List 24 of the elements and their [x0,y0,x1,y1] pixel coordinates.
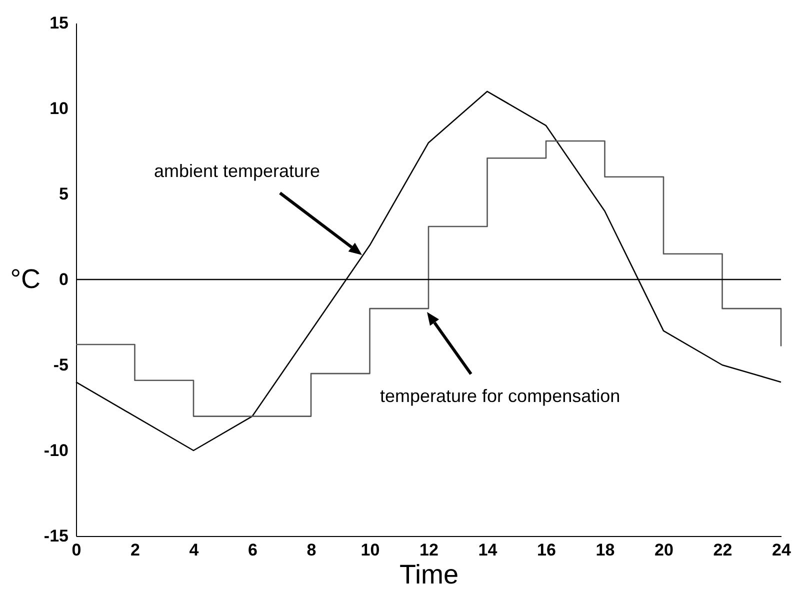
x-tick-label: 10 [360,540,380,560]
y-tick-label: -5 [53,356,68,374]
y-tick-label: -10 [44,441,68,460]
x-tick-label: 20 [654,540,674,560]
x-tick-label: 8 [306,540,316,560]
y-tick-label: 10 [50,99,68,118]
y-tick-label: 15 [50,14,68,32]
x-tick-label: 0 [72,540,82,560]
x-tick-label: 24 [772,540,792,560]
x-tick-label: 14 [478,540,498,560]
x-tick-label: 16 [537,540,556,560]
x-tick-label: 18 [596,540,615,560]
x-tick-label: 22 [713,540,732,560]
annotation: temperature for compensation [380,386,620,406]
x-tick-label: 6 [248,540,258,560]
annotation: ambient temperature [154,161,320,181]
y-axis-title: °C [10,264,40,294]
x-tick-label: 4 [189,540,200,560]
x-tick-label: 2 [130,540,140,560]
y-tick-label: 5 [59,184,68,204]
y-tick-label: -15 [44,526,68,546]
y-tick-label: 0 [59,270,68,289]
x-tick-label: 12 [420,540,438,560]
x-axis-title: Time [400,560,458,590]
